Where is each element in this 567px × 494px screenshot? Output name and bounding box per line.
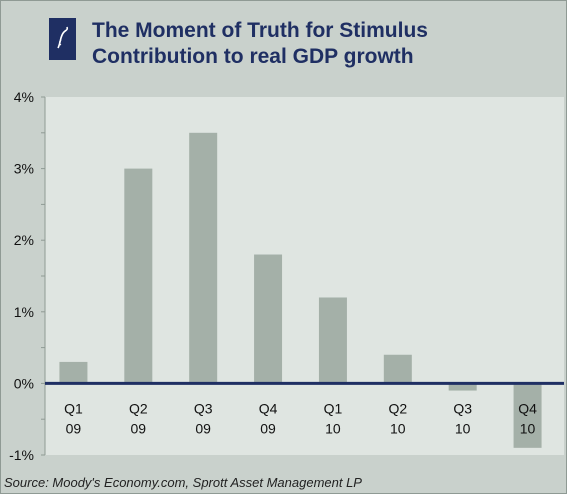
x-tick-label-year: 10 (325, 420, 341, 436)
y-tick-label: 3% (14, 161, 34, 177)
x-tick-label-year: 10 (390, 420, 406, 436)
x-tick-label-year: 10 (520, 420, 536, 436)
x-tick-label-quarter: Q1 (64, 400, 83, 416)
bar (254, 254, 283, 384)
bar (318, 297, 347, 384)
y-tick-label: -1% (9, 447, 34, 463)
x-tick-label-quarter: Q3 (453, 400, 472, 416)
bar (124, 168, 153, 384)
x-tick-label-quarter: Q2 (388, 400, 407, 416)
x-tick-label-quarter: Q4 (518, 400, 537, 416)
bar (448, 383, 477, 391)
bar (513, 383, 542, 448)
bar (59, 361, 88, 384)
plot-area (45, 97, 564, 455)
y-tick-label: 0% (14, 375, 34, 391)
x-tick-label-year: 09 (66, 420, 82, 436)
y-tick-label: 4% (14, 89, 34, 105)
source-note: Source: Moody's Economy.com, Sprott Asse… (4, 475, 362, 490)
chart-title: The Moment of Truth for Stimulus (92, 19, 428, 42)
y-tick-label: 2% (14, 232, 34, 248)
chart-subtitle: Contribution to real GDP growth (92, 45, 414, 68)
x-tick-label-quarter: Q2 (129, 400, 148, 416)
x-tick-label-year: 09 (195, 420, 211, 436)
x-tick-label-quarter: Q3 (194, 400, 213, 416)
x-tick-label-quarter: Q1 (324, 400, 343, 416)
chart-title-block: The Moment of Truth for Stimulus Contrib… (92, 18, 428, 70)
x-tick-label-year: 10 (455, 420, 471, 436)
brand-logo (49, 18, 76, 60)
y-tick-label: 1% (14, 304, 34, 320)
x-tick-label-year: 09 (260, 420, 276, 436)
bar (189, 132, 218, 384)
brand-swirl-icon (57, 26, 69, 49)
x-tick-label-year: 09 (131, 420, 147, 436)
x-tick-label-quarter: Q4 (259, 400, 278, 416)
bar (383, 354, 412, 384)
